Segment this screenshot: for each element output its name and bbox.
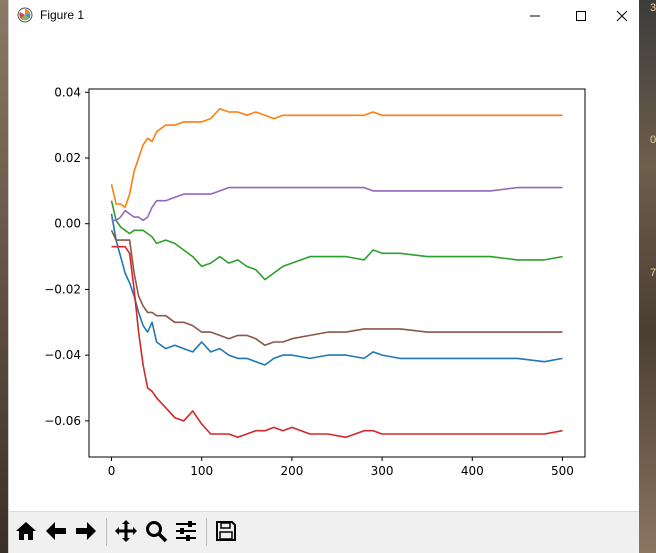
minimize-button[interactable] [512,0,558,31]
figure-canvas[interactable]: 0 100 200 300 400 500 0.04 0.02 0.00 −0.02 −0.04 −0… [9,31,639,511]
home-icon [14,519,38,543]
maximize-button[interactable] [558,0,604,31]
desktop-edge-text: 3 [650,2,656,14]
matplotlib-icon [17,7,33,23]
series-line-2 [110,107,563,209]
window-title: Figure 1 [40,8,85,22]
desktop-edge-text: 7 [650,267,656,279]
maximize-icon [575,10,587,22]
configure-subplots-button[interactable] [172,517,200,545]
save-button[interactable] [212,517,240,545]
series-line-1 [110,213,563,366]
toolbar-separator [106,518,107,546]
title-bar[interactable]: Figure 1 [9,0,639,31]
home-button[interactable] [12,517,40,545]
x-tick-label: 400 [461,464,484,478]
series-line-5 [111,186,563,222]
x-tick-label: 100 [190,464,213,478]
y-tick-label: −0.02 [44,282,81,296]
back-button[interactable] [42,517,70,545]
series-line-4 [111,245,563,439]
forward-button[interactable] [72,517,100,545]
series-line-3 [110,200,563,281]
x-tick-label: 300 [371,464,394,478]
forward-arrow-icon [74,519,98,543]
toolbar-separator [206,518,207,546]
floppy-disk-icon [214,519,238,543]
axes-frame [88,88,586,458]
y-tick-label: 0.00 [54,217,81,231]
desktop-edge-text: 0 [650,134,656,146]
y-tick-label: −0.04 [44,348,81,362]
x-tick-label: 200 [280,464,303,478]
back-arrow-icon [44,519,68,543]
pan-button[interactable] [112,517,140,545]
figure-window: Figure 1 0 100 200 300 400 500 0.04 0.02 0.00 −0.… [8,0,639,553]
x-tick-label: 0 [108,464,116,478]
y-tick-label: 0.04 [54,85,81,99]
sliders-icon [174,519,198,543]
y-tick-label: 0.02 [54,151,81,165]
x-tick-label: 500 [551,464,574,478]
desktop-edge [638,0,656,553]
zoom-button[interactable] [142,517,170,545]
y-tick-label: −0.06 [44,414,81,428]
line-chart: 0 100 200 300 400 500 0.04 0.02 0.00 −0.02 −0.04 −0… [44,85,586,478]
close-button[interactable] [604,0,639,31]
series-line-6 [110,229,563,347]
close-icon [616,10,628,22]
magnifier-icon [144,519,168,543]
move-icon [114,519,138,543]
minimize-icon [529,10,541,22]
navigation-toolbar [9,511,639,553]
